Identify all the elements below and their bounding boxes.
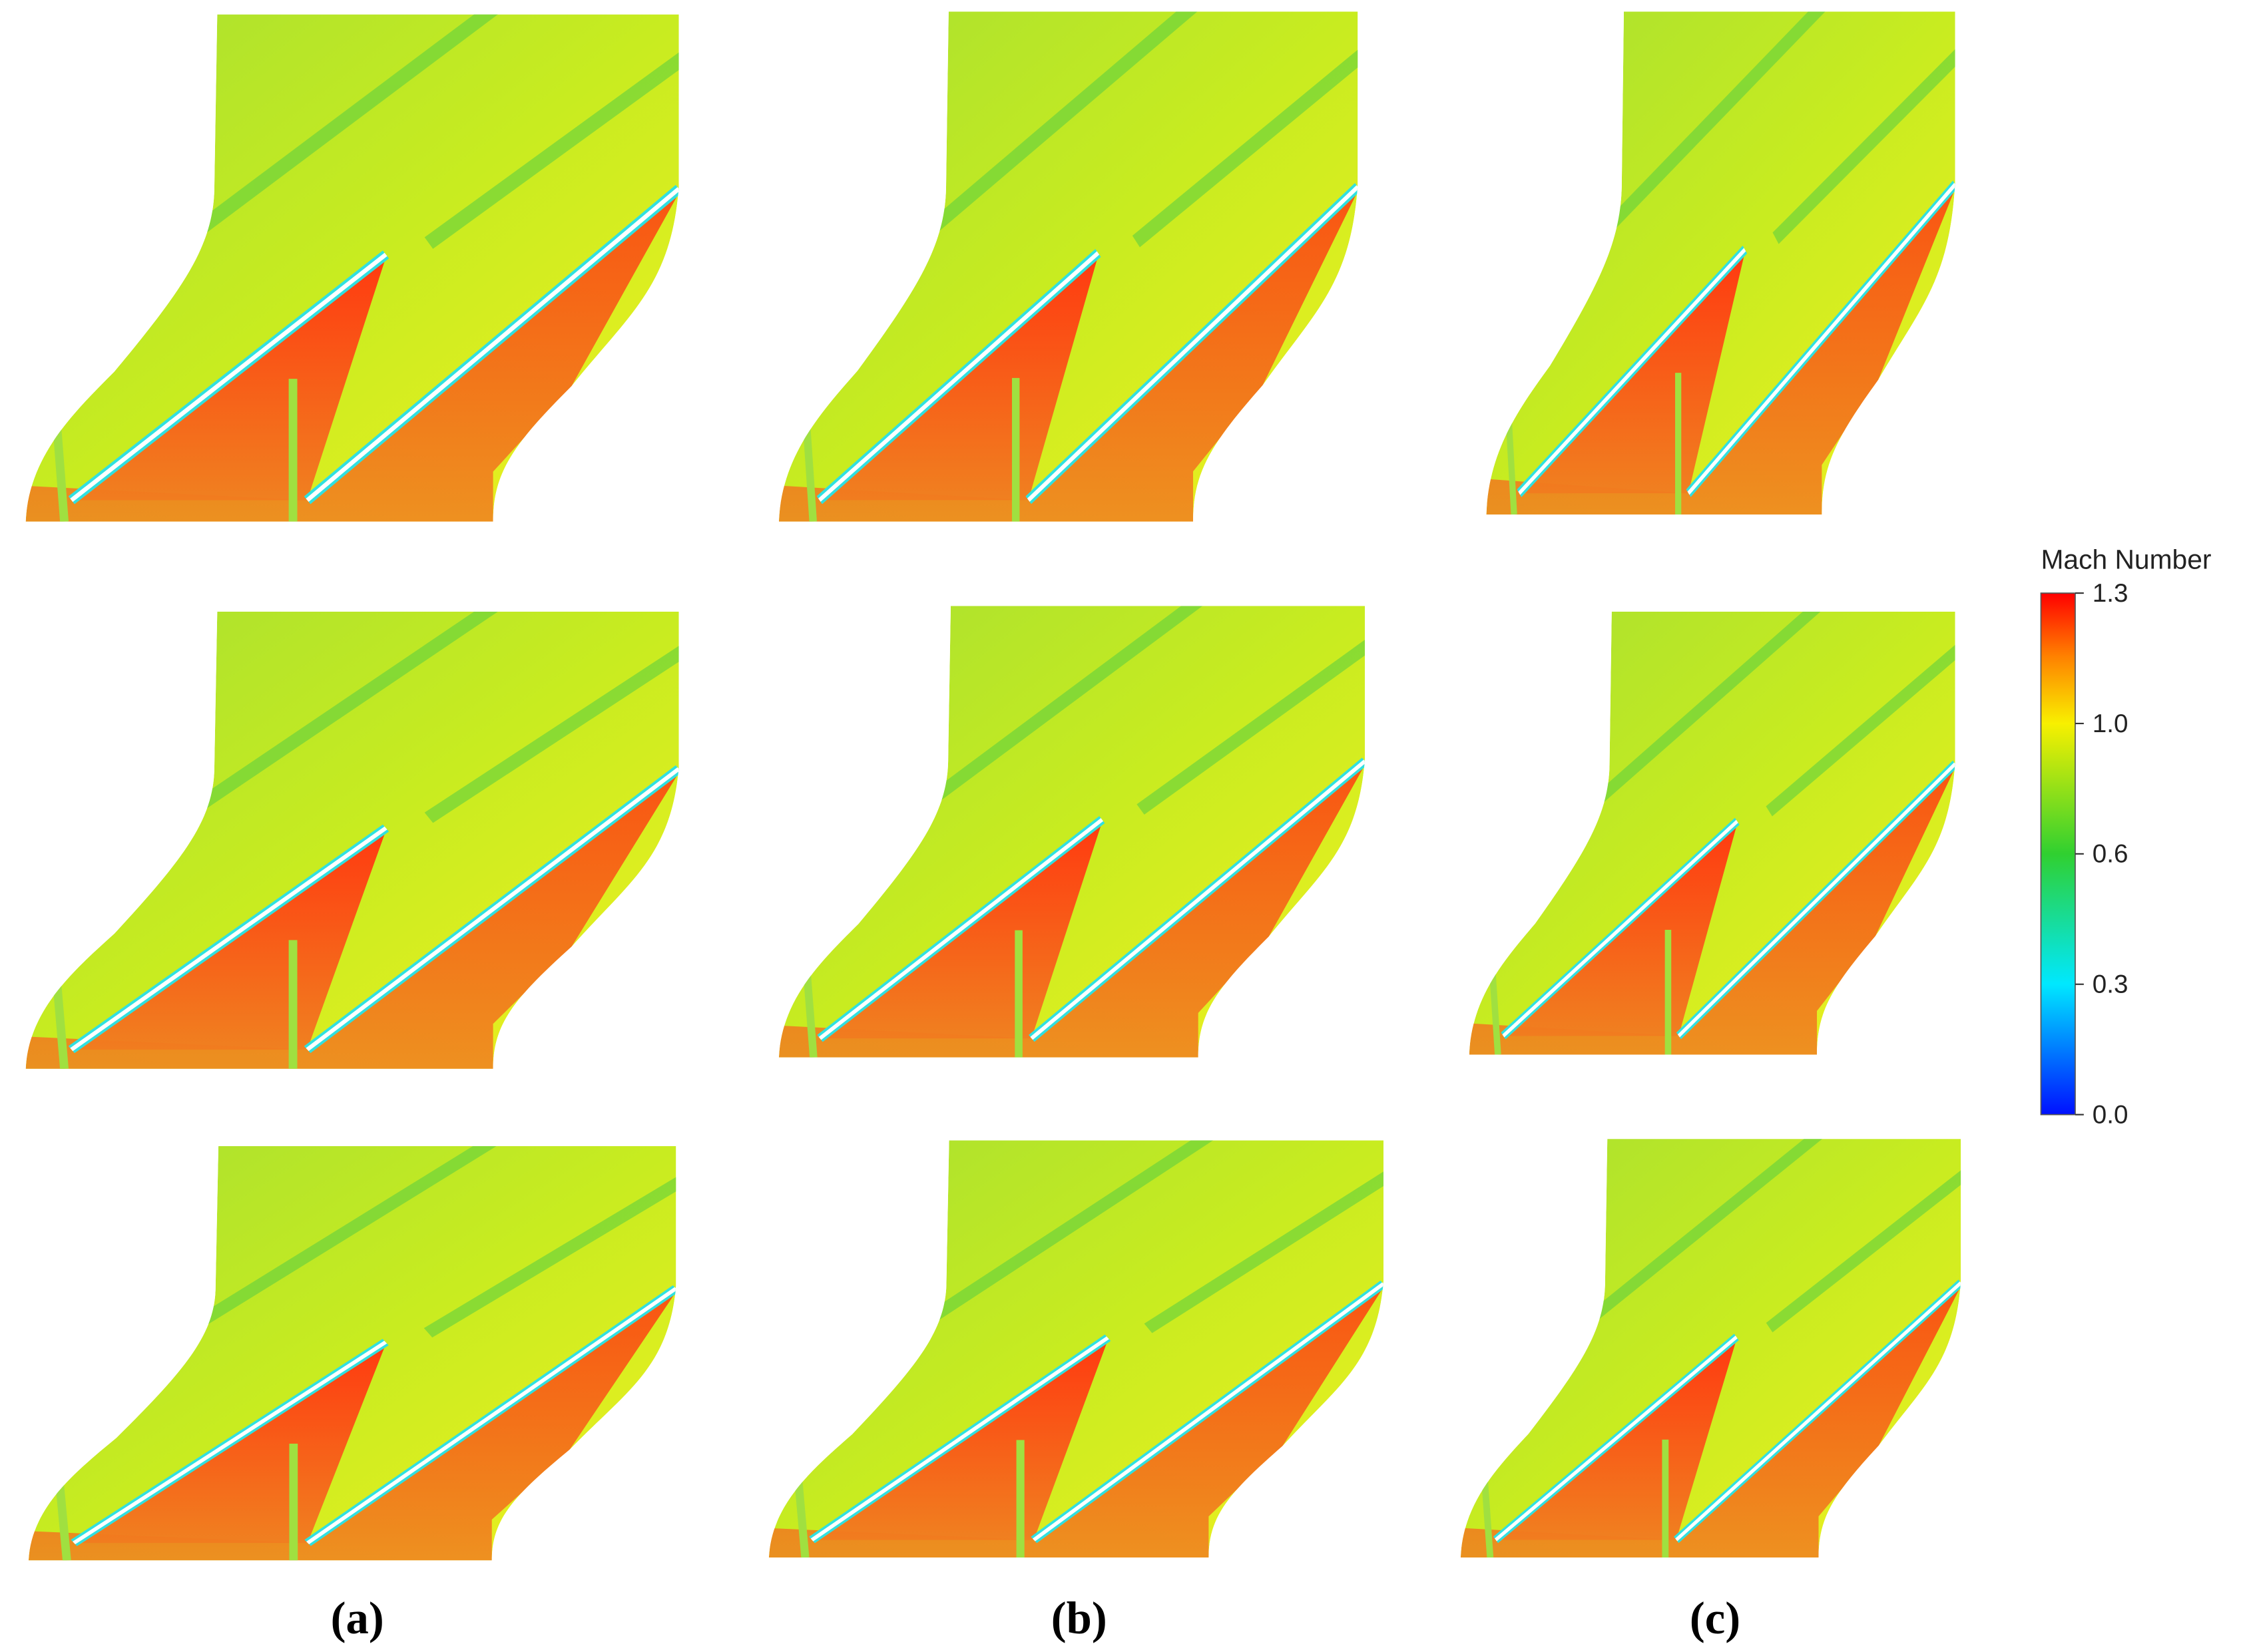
panel-label: (a): [331, 1593, 384, 1643]
supersonic-region: [820, 822, 1103, 1039]
shock: [53, 984, 69, 1069]
colorbar-tick-label: 0.3: [2093, 970, 2128, 999]
wake-band: [929, 1140, 1260, 1322]
colorbar: Mach Number: [2040, 544, 2211, 1116]
wake-band: [424, 611, 679, 823]
blade: [70, 252, 387, 503]
colorbar-tick-label: 1.3: [2093, 579, 2128, 608]
contour-panel: [28, 1145, 676, 1561]
supersonic-region: [28, 1292, 676, 1561]
wake-band: [1766, 1139, 1961, 1333]
blade: [1030, 759, 1366, 1040]
colorbar-ticks: 1.3 1.0 0.6 0.3 0.0: [2075, 579, 2128, 1130]
contour-panel: [768, 1140, 1383, 1558]
wake-band: [1144, 1140, 1383, 1333]
contour-field: [768, 1140, 1383, 1558]
contour-field: [778, 11, 1358, 522]
panel-label: (b): [1051, 1593, 1107, 1643]
colorbar-title: Mach Number: [2041, 544, 2211, 575]
blade: [818, 818, 1104, 1040]
contour-field: [778, 606, 1366, 1058]
blade: [1502, 819, 1738, 1038]
blade: [1032, 1282, 1383, 1542]
wake-band: [1136, 606, 1366, 815]
supersonic-region: [1486, 188, 1955, 515]
blade: [1027, 185, 1358, 502]
contour-panel: [25, 611, 679, 1069]
shock: [1481, 1480, 1494, 1558]
blade: [1687, 182, 1955, 495]
contour-panel: [1469, 611, 1955, 1055]
blade: [306, 187, 679, 503]
wake-band: [1772, 11, 1955, 244]
wake-band: [1595, 611, 1858, 804]
panel-label: (c): [1690, 1593, 1740, 1643]
wake-band: [1132, 11, 1358, 248]
contour-field: [28, 1145, 676, 1561]
contour-field: [25, 14, 679, 522]
contour-panel: [778, 11, 1358, 522]
contour-panels: [25, 11, 1961, 1561]
shock: [794, 1480, 810, 1558]
shock: [53, 428, 69, 522]
colorbar-tick-label: 1.0: [2093, 710, 2128, 738]
blade: [70, 826, 387, 1052]
contour-panel: [1486, 11, 1955, 515]
supersonic-region: [74, 1344, 386, 1544]
blade: [73, 1341, 387, 1545]
shock: [55, 1484, 71, 1561]
contour-panel: [25, 14, 679, 522]
blade: [1677, 762, 1955, 1038]
contour-field: [1469, 611, 1955, 1055]
colorbar-tick-label: 0.0: [2093, 1101, 2128, 1130]
wake-band: [1608, 11, 1861, 230]
shock: [1489, 973, 1501, 1055]
blade: [818, 251, 1100, 502]
contour-field: [1460, 1139, 1961, 1558]
wake-band: [931, 606, 1247, 802]
contour-field: [1486, 11, 1955, 515]
supersonic-region: [778, 191, 1358, 522]
supersonic-region: [778, 765, 1366, 1058]
shock: [803, 974, 818, 1058]
blade: [306, 767, 679, 1052]
supersonic-region: [768, 1287, 1383, 1558]
wake-band: [196, 14, 548, 235]
panel-labels: (a) (b) (c): [331, 1593, 1741, 1643]
wake-band: [196, 611, 548, 810]
colorbar-tick-label: 0.6: [2093, 840, 2128, 869]
colorbar-scale: [2040, 592, 2076, 1116]
supersonic-region: [25, 193, 679, 522]
blade: [1495, 1335, 1738, 1542]
contour-panel: [1460, 1139, 1961, 1558]
wake-band: [1766, 611, 1955, 817]
shock: [1505, 422, 1517, 515]
contour-field: [25, 611, 679, 1069]
wake-band: [424, 14, 679, 249]
wake-band: [1591, 1139, 1860, 1321]
wake-band: [197, 1145, 546, 1326]
blade: [810, 1336, 1109, 1542]
blade: [1518, 248, 1746, 495]
supersonic-region: [25, 772, 679, 1069]
wake-band: [929, 11, 1242, 233]
supersonic-region: [1469, 767, 1955, 1055]
blade: [306, 1287, 676, 1545]
supersonic-region: [1519, 252, 1745, 494]
supersonic-region: [1460, 1286, 1961, 1558]
blade: [1675, 1281, 1961, 1542]
shock: [803, 427, 817, 522]
wake-band: [423, 1145, 676, 1338]
contour-panel: [778, 606, 1366, 1058]
